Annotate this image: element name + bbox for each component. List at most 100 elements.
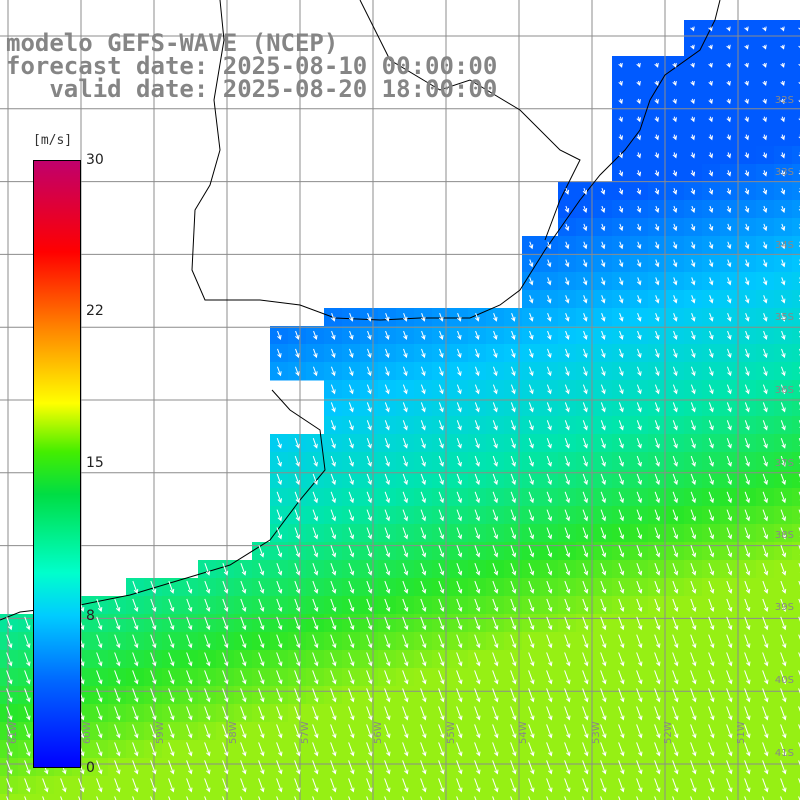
wind-cell	[792, 200, 800, 219]
wind-cell	[792, 578, 800, 597]
wind-arrow	[672, 634, 679, 649]
wind-cell	[792, 668, 800, 687]
wind-arrow	[222, 670, 229, 685]
wind-arrow	[492, 563, 499, 576]
wind-arrow	[474, 796, 477, 800]
wind-arrow	[744, 688, 751, 703]
wind-arrow	[726, 742, 733, 757]
wind-arrow	[708, 384, 714, 395]
wind-arrow	[150, 778, 157, 793]
wind-arrow	[618, 170, 624, 177]
wind-arrow	[438, 420, 444, 431]
wind-arrow	[618, 509, 625, 522]
wind-arrow	[762, 724, 769, 739]
wind-arrow	[492, 491, 498, 504]
wind-arrow	[474, 545, 481, 558]
wind-arrow	[294, 634, 301, 649]
wind-arrow	[348, 670, 355, 685]
wind-arrow	[673, 313, 678, 322]
wind-arrow	[780, 706, 787, 721]
wind-arrow	[654, 241, 660, 250]
wind-arrow	[349, 313, 354, 322]
wind-arrow	[385, 313, 390, 322]
wind-arrow	[636, 545, 643, 558]
wind-arrow	[690, 760, 697, 775]
wind-arrow	[600, 491, 606, 504]
wind-arrow	[564, 724, 571, 739]
wind-arrow	[492, 796, 495, 800]
wind-arrow	[744, 420, 750, 431]
wind-arrow	[600, 616, 607, 631]
wind-arrow	[132, 706, 139, 721]
wind-arrow	[403, 348, 408, 359]
wind-arrow	[672, 62, 677, 68]
wind-arrow	[24, 688, 31, 703]
wind-arrow	[636, 724, 643, 739]
wind-arrow	[546, 724, 553, 739]
wind-arrow	[744, 616, 751, 631]
wind-arrow	[402, 545, 409, 558]
wind-arrow	[150, 688, 157, 703]
wind-cell	[792, 452, 800, 471]
wind-arrow	[744, 652, 751, 667]
wind-arrow	[762, 241, 768, 250]
wind-arrow	[762, 580, 769, 594]
wind-arrow	[330, 384, 336, 395]
wind-arrow	[762, 438, 768, 449]
wind-arrow	[258, 778, 265, 793]
wind-arrow	[744, 742, 751, 757]
wind-arrow	[582, 563, 589, 576]
wind-arrow	[6, 796, 9, 800]
wind-arrow	[654, 205, 660, 213]
wind-arrow	[493, 313, 498, 322]
wind-arrow	[420, 545, 427, 558]
wind-cell	[144, 794, 163, 800]
wind-arrow	[348, 509, 355, 522]
wind-arrow	[510, 616, 517, 631]
wind-arrow	[348, 366, 354, 377]
wind-arrow	[510, 402, 516, 413]
wind-arrow	[222, 652, 229, 667]
wind-arrow	[654, 80, 659, 86]
wind-arrow	[294, 742, 301, 757]
wind-arrow	[276, 760, 283, 775]
wind-arrow	[420, 616, 427, 631]
wind-arrow	[780, 384, 786, 395]
wind-arrow	[366, 778, 373, 793]
wind-arrow	[528, 724, 535, 739]
wind-arrow	[564, 223, 570, 232]
wind-arrow	[636, 491, 642, 504]
wind-arrow	[96, 652, 103, 667]
wind-arrow	[78, 796, 81, 800]
wind-arrow	[780, 438, 786, 449]
wind-arrow	[618, 241, 624, 250]
wind-arrow	[726, 152, 732, 159]
wind-arrow	[780, 187, 786, 195]
wind-arrow	[330, 527, 337, 540]
wind-arrow	[636, 652, 643, 667]
wind-arrow	[132, 652, 139, 667]
wind-arrow	[726, 455, 732, 467]
wind-arrow	[474, 742, 481, 757]
wind-arrow	[564, 187, 570, 195]
wind-arrow	[708, 724, 715, 739]
wind-arrow	[708, 670, 715, 685]
wind-arrow	[312, 616, 319, 631]
wind-arrow	[492, 366, 498, 377]
wind-arrow	[438, 384, 444, 395]
wind-arrow	[798, 760, 800, 766]
wind-arrow	[636, 563, 643, 576]
wind-cell	[792, 560, 800, 579]
wind-arrow	[24, 760, 31, 775]
wind-arrow	[600, 760, 607, 775]
wind-arrow	[618, 634, 625, 649]
wind-arrow	[654, 545, 661, 558]
wind-arrow	[708, 44, 713, 50]
wind-arrow	[168, 580, 175, 594]
wind-arrow	[492, 402, 498, 413]
wind-cell	[648, 794, 667, 800]
wind-arrow	[708, 598, 715, 613]
wind-arrow	[439, 313, 444, 322]
wind-arrow	[744, 44, 749, 50]
wind-arrow	[709, 295, 714, 304]
